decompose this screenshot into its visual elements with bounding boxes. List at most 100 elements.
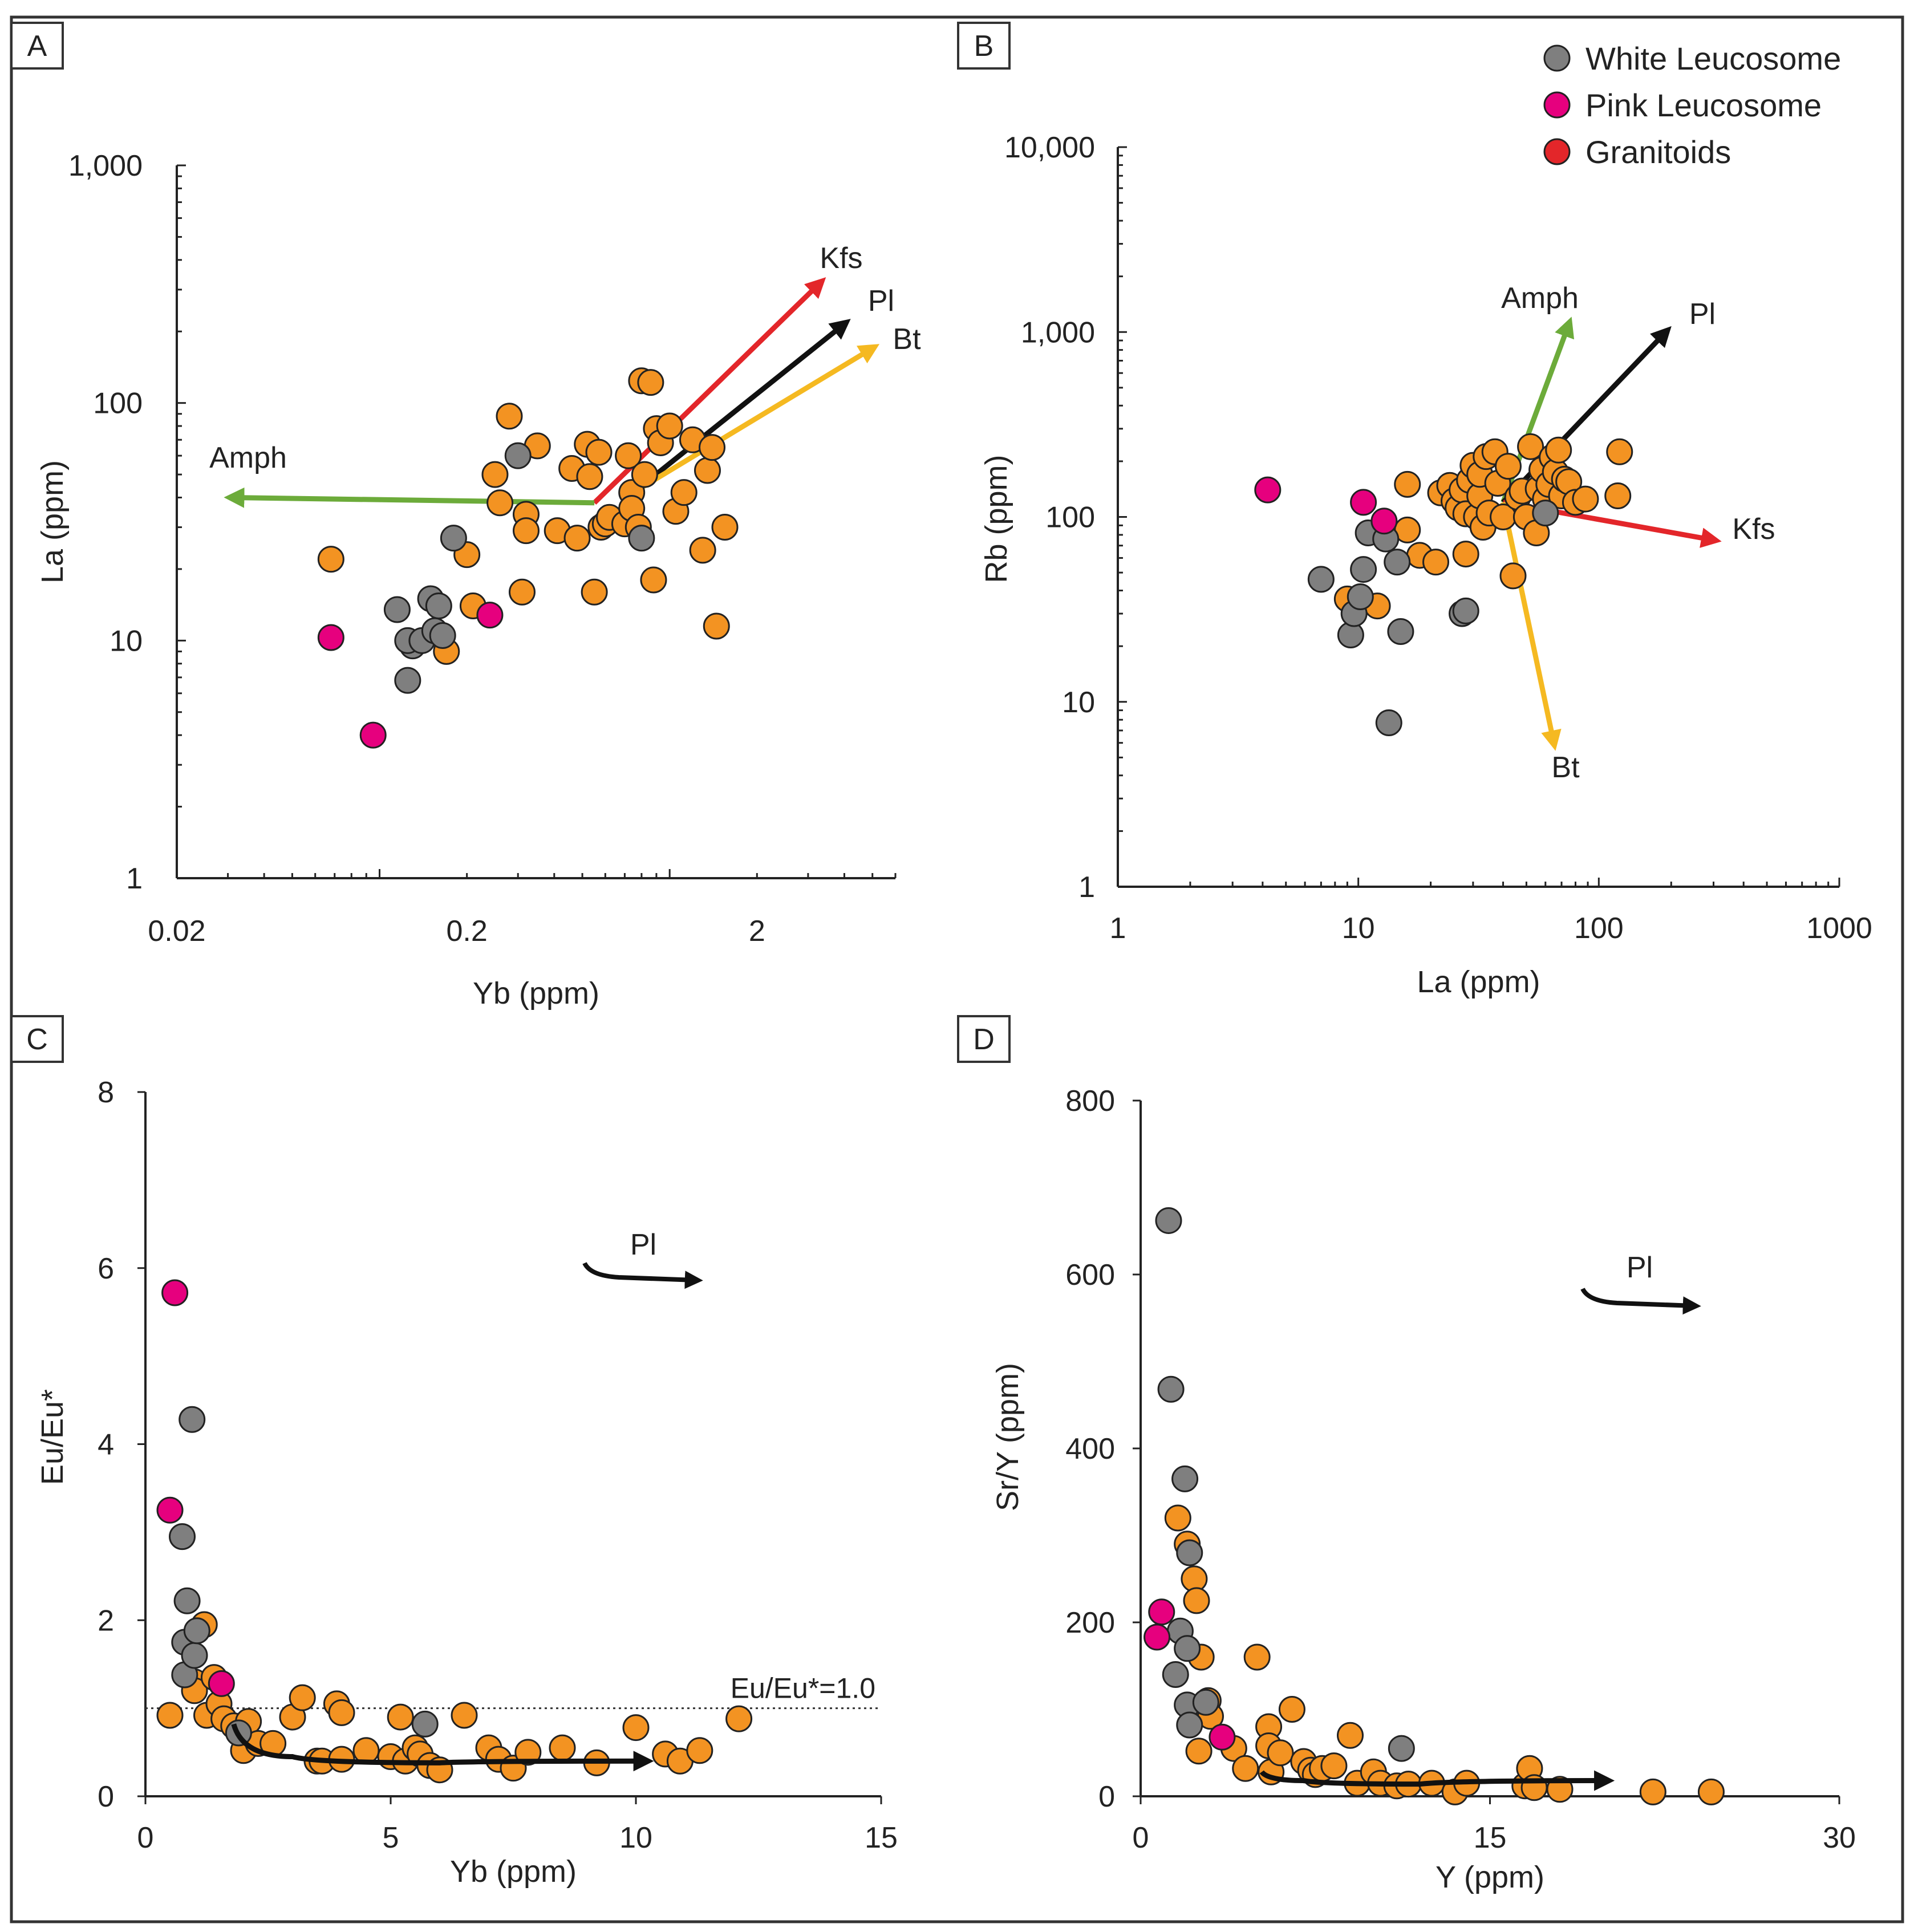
outer-frame: [10, 15, 1904, 1923]
panel-c-point-granitoids: [387, 1703, 414, 1731]
panel-a-vector-label-kfs: Kfs: [820, 242, 862, 275]
panel-c-point-pink-leucosome: [208, 1670, 235, 1697]
panel-b-point-granitoids: [1422, 549, 1450, 576]
legend-marker-pink: [1543, 91, 1571, 119]
panel-b-point-granitoids: [1499, 562, 1527, 590]
panel-c-point-granitoids: [725, 1705, 753, 1732]
panel-b-point-white-leucosome: [1307, 566, 1335, 593]
panel-a-chart: 0.02 0.2 2 1 10 100 1,000 Yb (ppm) La (ppm) KfsPl…: [35, 149, 921, 1010]
panel-c-point-white-leucosome: [179, 1406, 206, 1433]
panel-a-point-pink-leucosome: [359, 721, 387, 749]
panel-c-point-granitoids: [352, 1737, 380, 1764]
panel-a-point-granitoids: [563, 525, 591, 552]
panel-label-c: C: [10, 1015, 64, 1063]
panel-a-vector-label-pl: Pl: [868, 285, 894, 318]
panel-a-point-granitoids: [656, 412, 683, 440]
panel-b-y-axis-label: Rb (ppm): [979, 454, 1013, 583]
panel-d-y-tick-label: 400: [1065, 1432, 1115, 1466]
panel-c-point-pink-leucosome: [156, 1496, 184, 1524]
panel-c-y-tick-label: 4: [98, 1428, 114, 1462]
panel-c-x-tick-label: 5: [383, 1821, 399, 1854]
panel-a-point-granitoids: [689, 537, 716, 564]
panel-a-point-granitoids: [576, 463, 603, 490]
panel-d-point-white-leucosome: [1176, 1539, 1203, 1566]
panel-d-point-white-leucosome: [1176, 1711, 1203, 1739]
panel-a-x-tick-label: 0.02: [148, 915, 205, 948]
panel-d-point-granitoids: [1267, 1739, 1294, 1767]
panel-a-point-granitoids: [637, 369, 664, 396]
panel-b-vector-label-kfs: Kfs: [1732, 513, 1775, 546]
panel-d-point-white-leucosome: [1171, 1465, 1199, 1492]
panel-b-point-pink-leucosome: [1370, 508, 1398, 535]
panel-a-point-granitoids: [711, 514, 739, 541]
panel-b-point-granitoids: [1572, 485, 1599, 513]
panel-label-a: A: [10, 22, 64, 70]
panel-label-d-text: D: [973, 1023, 995, 1056]
panel-a-point-granitoids: [581, 578, 608, 606]
panel-b-point-white-leucosome: [1384, 549, 1411, 576]
panel-label-d: D: [957, 1015, 1011, 1063]
panel-b-point-granitoids: [1604, 482, 1632, 510]
panel-c-chart: 0 5 10 15 0 2 4 6 8 Yb (ppm) Eu/Eu* Eu/Eu*=1.0 Pl: [35, 1076, 898, 1889]
panel-a-point-granitoids: [699, 434, 726, 461]
legend: White Leucosome Pink Leucosome Granitoid…: [1543, 40, 1841, 170]
panel-b-x-axis-label: La (ppm): [1417, 965, 1540, 999]
panel-b-vector-bt: [1501, 501, 1562, 751]
panel-d-y-tick-label: 600: [1065, 1259, 1115, 1292]
panel-a-x-tick-label: 0.2: [447, 915, 488, 948]
panel-b-point-granitoids: [1545, 436, 1572, 464]
panel-b-y-tick-label: 1,000: [1021, 316, 1095, 349]
panel-d-point-pink-leucosome: [1209, 1723, 1236, 1751]
panel-d-point-granitoids: [1320, 1752, 1348, 1780]
legend-item-granitoids: Granitoids: [1543, 134, 1731, 170]
panel-d-point-granitoids: [1185, 1738, 1213, 1765]
panel-a-vector-bt: [632, 344, 880, 495]
panel-c-y-tick-label: 0: [98, 1780, 114, 1813]
panel-b-vector-label-amph: Amph: [1501, 282, 1579, 315]
panel-a-y-tick-label: 100: [93, 387, 143, 420]
panel-a-point-granitoids: [703, 612, 730, 640]
panel-label-c-text: C: [26, 1023, 48, 1056]
panel-d-point-pink-leucosome: [1148, 1598, 1175, 1626]
panel-b-point-granitoids: [1494, 453, 1522, 480]
panel-a-y-axis-label: La (ppm): [35, 460, 70, 583]
panel-d-y-tick-label: 200: [1065, 1606, 1115, 1639]
panel-d-point-granitoids: [1697, 1778, 1725, 1805]
panel-a-point-white-leucosome: [425, 592, 452, 619]
panel-d-point-granitoids: [1639, 1778, 1666, 1805]
panel-label-a-text: A: [27, 30, 47, 63]
panel-c-x-tick-label: 10: [619, 1821, 652, 1854]
panel-a-point-white-leucosome: [429, 622, 456, 650]
legend-label-granitoids: Granitoids: [1585, 134, 1731, 170]
panel-a-point-white-leucosome: [628, 525, 655, 552]
panel-a-y-tick-label: 1,000: [68, 149, 143, 182]
panel-d-trend-arrow: [1259, 1770, 1615, 1791]
panel-a-vector-label-amph: Amph: [209, 441, 287, 474]
panel-a-point-granitoids: [496, 403, 523, 430]
panel-c-point-granitoids: [549, 1734, 576, 1761]
panel-d-point-white-leucosome: [1155, 1207, 1182, 1234]
panel-a-point-granitoids: [631, 461, 658, 488]
panel-c-point-granitoids: [622, 1714, 650, 1742]
panel-b-point-pink-leucosome: [1254, 476, 1282, 504]
legend-item-white: White Leucosome: [1543, 40, 1841, 76]
panel-a-y-tick-label: 1: [126, 862, 143, 895]
panel-d-x-tick-label: 15: [1474, 1821, 1507, 1854]
panel-c-x-tick-label: 15: [865, 1821, 898, 1854]
panel-c-trend-arrow: [231, 1723, 654, 1772]
panel-d-y-tick-label: 800: [1065, 1085, 1115, 1118]
panel-a-point-granitoids: [481, 461, 509, 488]
panel-label-b: B: [957, 22, 1011, 70]
panel-a-point-granitoids: [317, 546, 344, 573]
panel-b-y-tick-label: 100: [1045, 501, 1095, 534]
panel-c-point-white-leucosome: [181, 1642, 208, 1669]
panel-c-point-white-leucosome: [169, 1523, 196, 1551]
panel-c-point-granitoids: [328, 1699, 355, 1726]
panel-d-chart: 0 15 30 0 200 400 600 800 Y (ppm) Sr/Y (ppm) Pl: [991, 1085, 1856, 1894]
panel-d-x-tick-label: 0: [1133, 1821, 1149, 1854]
panel-c-x-axis-label: Yb (ppm): [450, 1854, 577, 1889]
panel-d-point-white-leucosome: [1174, 1635, 1201, 1662]
panel-c-y-axis-label: Eu/Eu*: [35, 1389, 70, 1485]
legend-label-white: White Leucosome: [1585, 40, 1841, 76]
